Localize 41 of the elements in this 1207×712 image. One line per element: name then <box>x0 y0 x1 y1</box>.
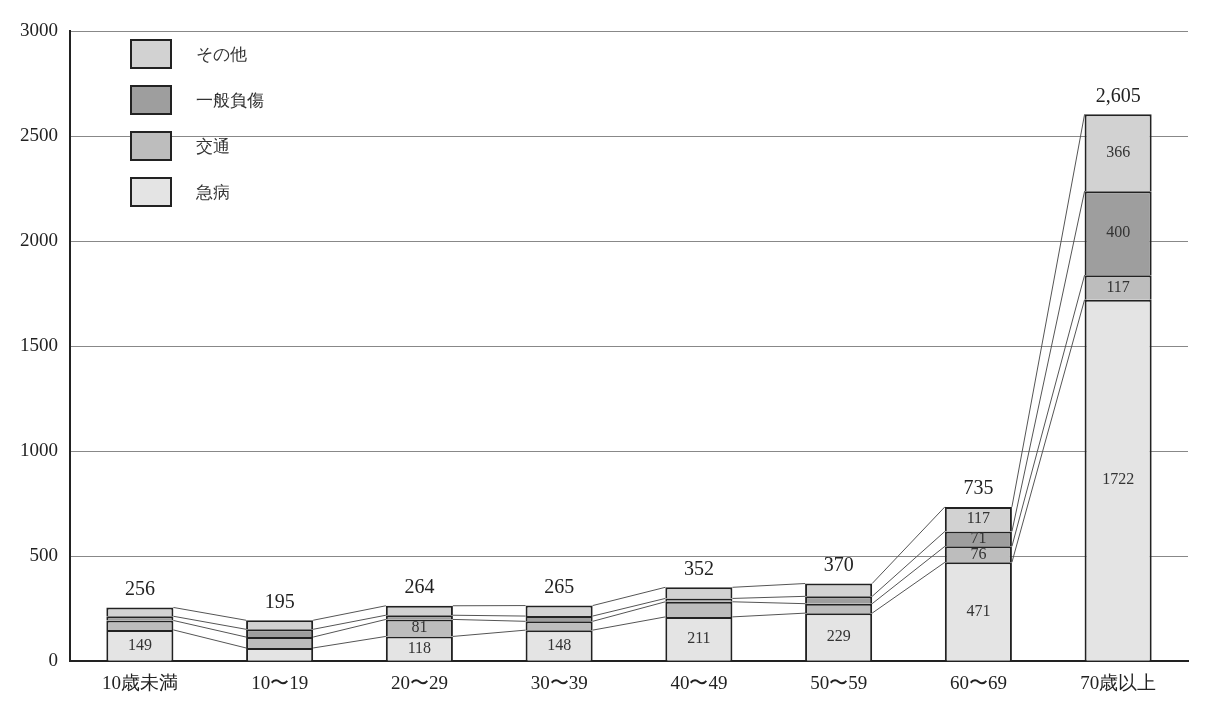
total-label: 735 <box>963 476 994 499</box>
data-label: 117 <box>1106 277 1130 295</box>
data-label: 211 <box>687 629 711 647</box>
legend-label: 一般負傷 <box>196 88 264 112</box>
x-tick-label: 50〜59 <box>810 671 868 693</box>
y-tick-label: 1500 <box>20 334 58 356</box>
data-label: 229 <box>826 627 851 645</box>
data-label: 76 <box>970 544 987 562</box>
legend-label: 交通 <box>196 134 230 158</box>
total-label: 195 <box>264 589 295 612</box>
data-label: 149 <box>127 635 152 653</box>
legend-label: その他 <box>196 42 247 66</box>
data-label: 117 <box>966 509 991 527</box>
y-tick-label: 2000 <box>20 229 58 251</box>
data-label: 118 <box>407 638 432 656</box>
data-label: 148 <box>547 635 572 653</box>
total-label: 370 <box>823 552 854 575</box>
data-label: 71 <box>970 529 987 547</box>
total-label: 352 <box>683 556 714 579</box>
data-label: 400 <box>1106 223 1131 241</box>
x-tick-label: 10〜19 <box>251 671 309 693</box>
y-tick-label: 3000 <box>20 19 58 41</box>
x-tick-label: 30〜39 <box>530 671 588 693</box>
x-tick-label: 40〜49 <box>670 671 728 693</box>
total-label: 265 <box>544 574 575 597</box>
y-tick-label: 2500 <box>20 124 58 146</box>
data-label: 81 <box>411 618 428 636</box>
legend-label: 急病 <box>196 180 230 204</box>
total-label: 256 <box>124 576 155 599</box>
y-tick-label: 1000 <box>20 439 58 461</box>
x-tick-label: 70歳以上 <box>1080 671 1157 693</box>
total-label: 264 <box>404 575 435 598</box>
data-label: 1722 <box>1102 470 1135 488</box>
x-tick-label: 20〜29 <box>390 671 448 693</box>
data-label: 471 <box>966 601 991 619</box>
y-tick-label: 0 <box>48 649 58 671</box>
x-tick-label: 60〜69 <box>949 671 1007 693</box>
total-label: 2,605 <box>1095 83 1141 106</box>
y-tick-label: 500 <box>29 544 58 566</box>
data-label: 366 <box>1106 142 1131 160</box>
x-tick-label: 10歳未満 <box>101 671 178 693</box>
